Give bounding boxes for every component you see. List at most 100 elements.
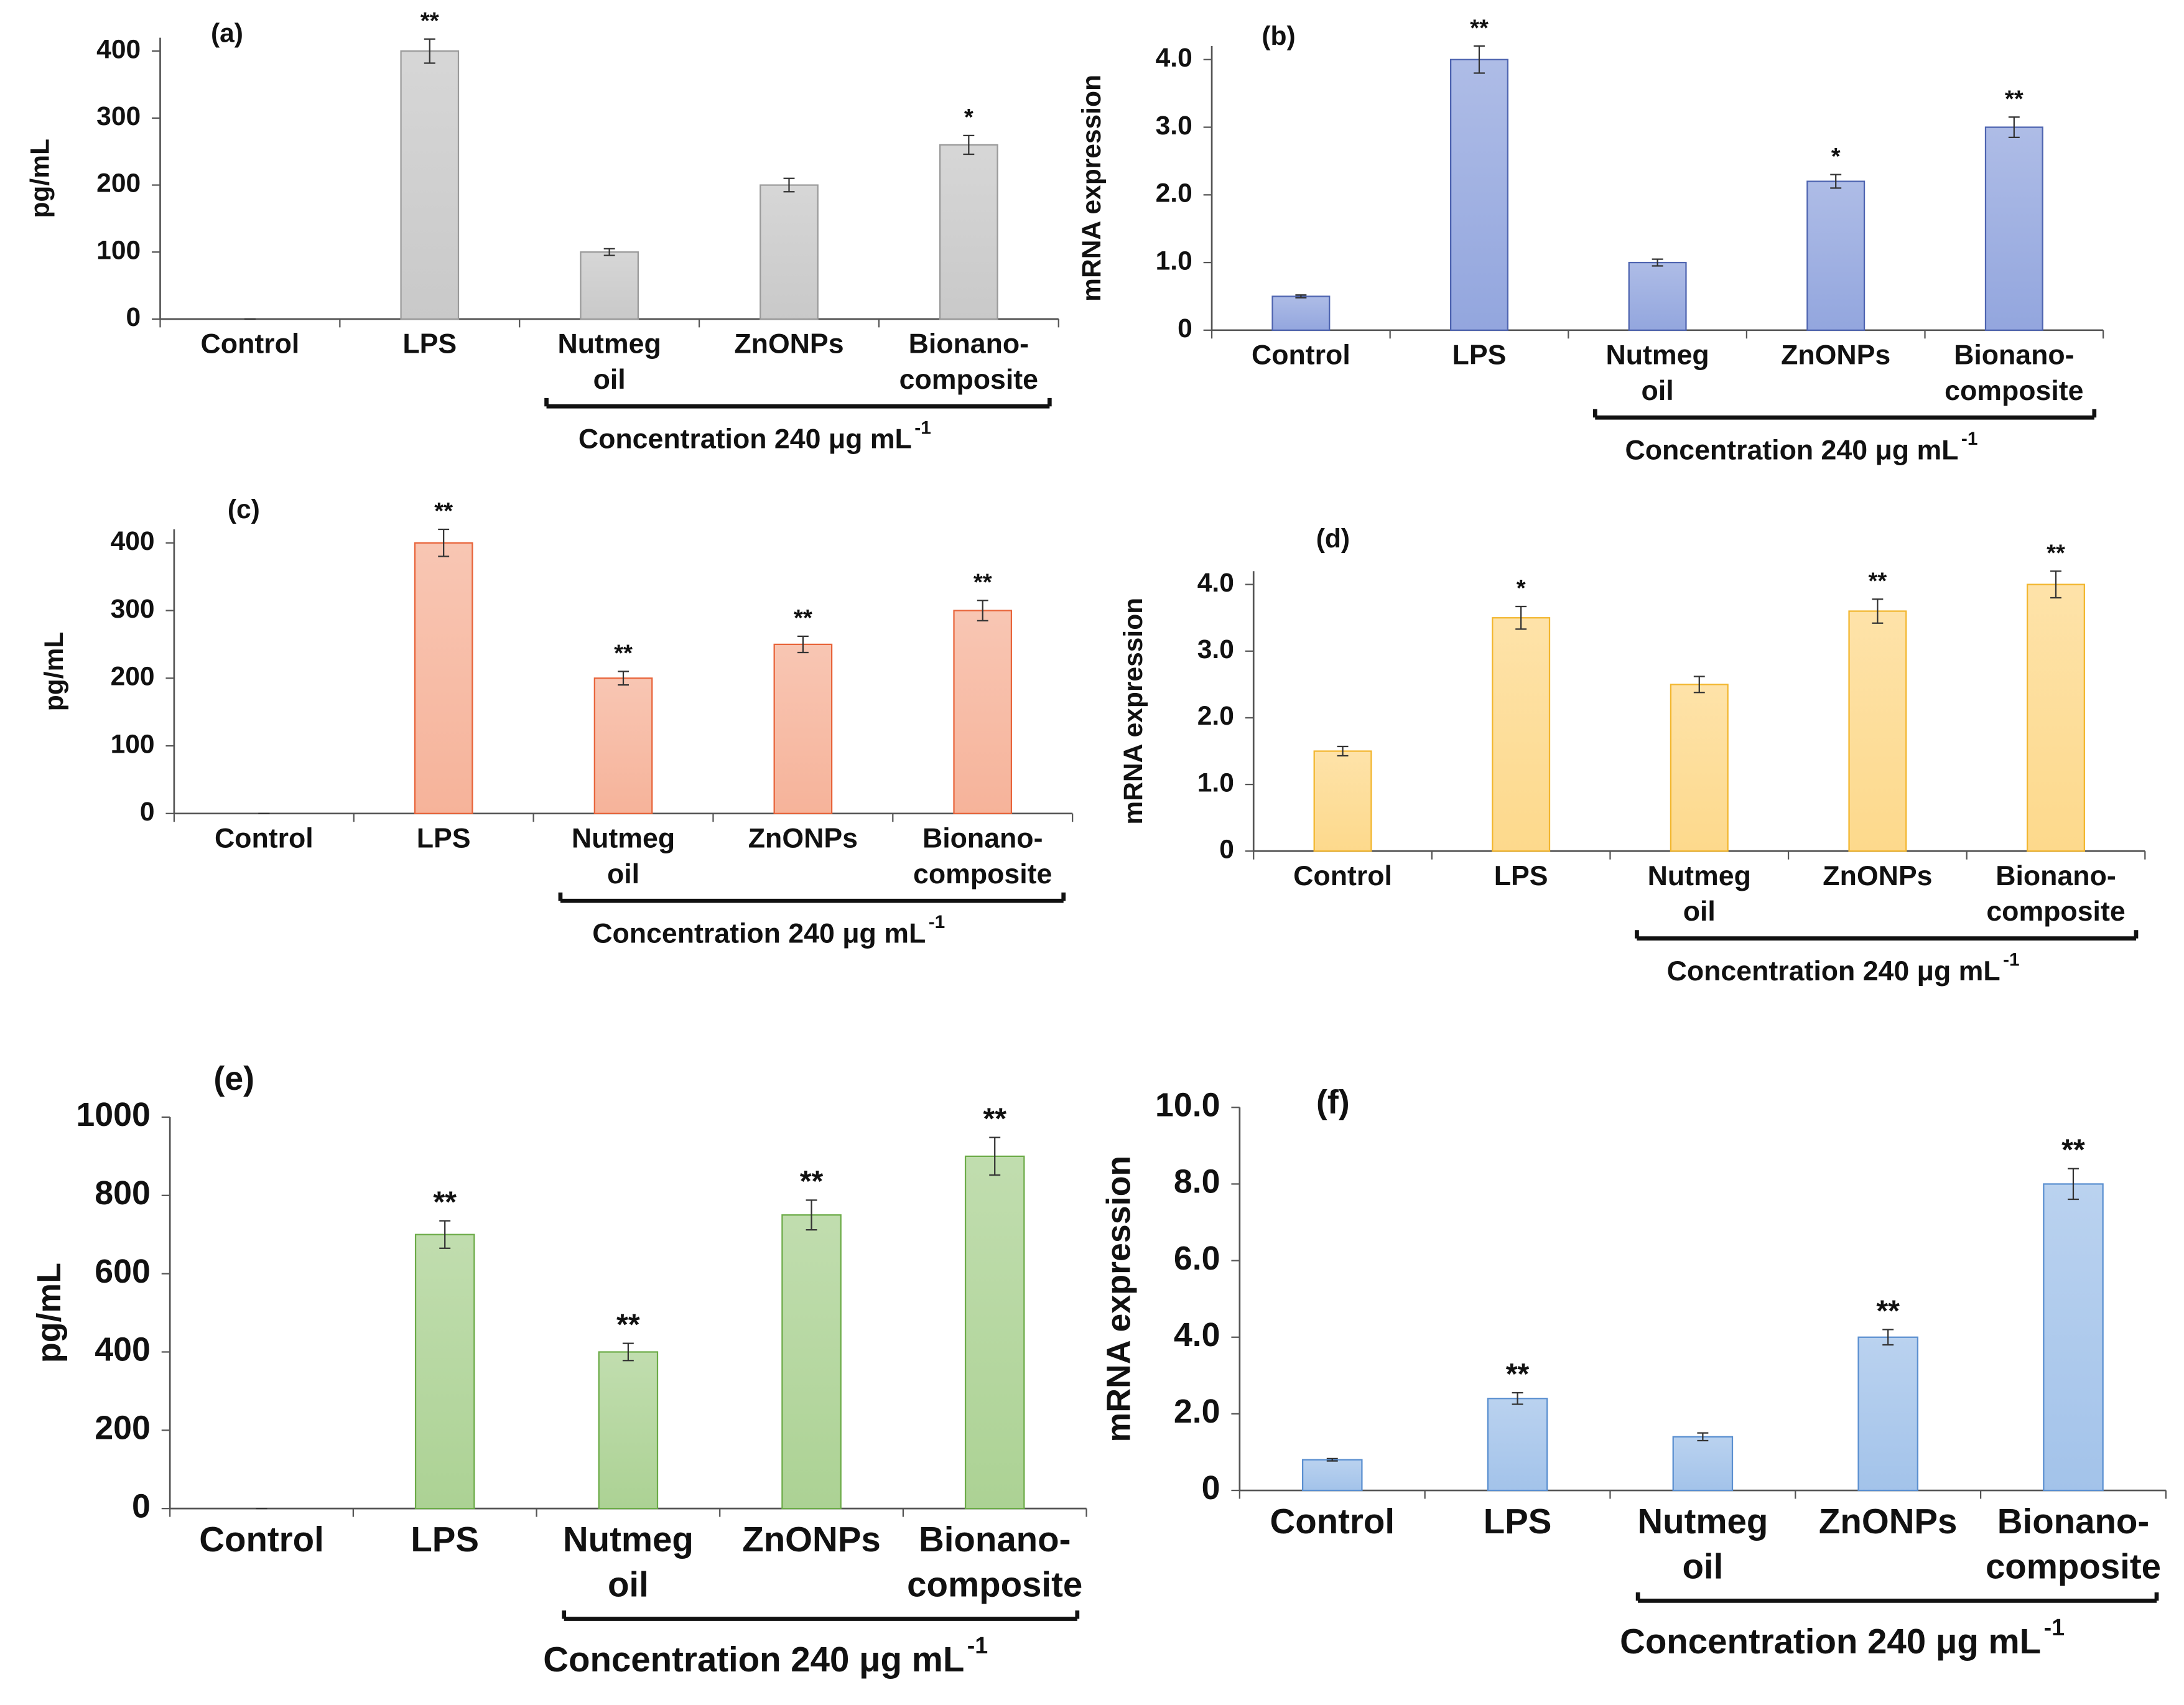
- x-tick-label: Bionano-composite: [899, 328, 1038, 394]
- x-tick-label-line: LPS: [417, 823, 471, 853]
- x-tick-label: LPS: [1494, 861, 1548, 891]
- panel-label: (f): [1316, 1084, 1350, 1121]
- error-bar: [989, 1136, 1001, 1176]
- error-bar: [1474, 45, 1485, 74]
- significance-label: **: [421, 7, 439, 34]
- bar: [1492, 617, 1551, 852]
- bar: [414, 542, 473, 814]
- y-tick-label: 400: [96, 34, 141, 64]
- x-tick-label-line: Nutmeg: [1648, 861, 1751, 891]
- y-tick-label: 0: [140, 797, 155, 827]
- significance-label: **: [1876, 1294, 1900, 1327]
- annotation: Concentration 240 μg mL: [543, 1640, 964, 1679]
- x-tick-label-line: Nutmeg: [1605, 340, 1709, 370]
- x-tick-label-line: Bionano-: [909, 328, 1029, 359]
- bar: [1628, 261, 1687, 331]
- x-tick-label-line: composite: [1945, 376, 2083, 406]
- error-bar: [1326, 1457, 1338, 1462]
- x-tick-label: ZnONPs: [1819, 1502, 1958, 1541]
- y-axis-label: mRNA expression: [1077, 75, 1107, 302]
- x-tick-label-line: ZnONPs: [1823, 861, 1932, 891]
- y-tick-label: 0: [132, 1487, 151, 1525]
- significance-label: **: [1470, 14, 1489, 41]
- x-tick-label: Control: [215, 823, 314, 853]
- error-bar: [1882, 1329, 1894, 1346]
- bar: [2043, 1183, 2104, 1492]
- x-tick-label: LPS: [1452, 340, 1507, 370]
- error-bar: [1830, 174, 1842, 189]
- bar: [598, 1351, 659, 1510]
- error-bar: [2008, 116, 2020, 138]
- bar: [593, 677, 653, 814]
- significance-label: **: [1506, 1357, 1530, 1391]
- x-tick-label-line: LPS: [402, 328, 457, 359]
- x-tick-label-line: Control: [1293, 861, 1392, 891]
- x-tick-label-line: Control: [201, 328, 300, 359]
- x-tick-label-line: Nutmeg: [558, 328, 661, 359]
- bar: [964, 1155, 1025, 1510]
- y-tick-label: 2.0: [1174, 1393, 1220, 1430]
- x-tick-label: ZnONPs: [742, 1520, 881, 1559]
- significance-label: **: [614, 640, 633, 667]
- x-tick-label-line: LPS: [411, 1520, 479, 1559]
- panel: 0 100 200 300 400 pg/mL Control ** LPS ** Nutmeg oi…: [39, 495, 1074, 949]
- annotation-superscript: -1: [1961, 429, 1977, 449]
- x-tick-label: Control: [1270, 1502, 1395, 1541]
- x-tick-label: LPS: [417, 823, 471, 853]
- panel-label: (e): [213, 1060, 254, 1097]
- x-tick-label-line: LPS: [1484, 1502, 1552, 1541]
- x-tick-label-line: oil: [1682, 1546, 1723, 1586]
- annotation-superscript: -1: [2044, 1614, 2065, 1640]
- error-bar: [1512, 1391, 1523, 1405]
- y-tick-label: 2.0: [1197, 701, 1234, 731]
- bar: [1806, 180, 1866, 331]
- error-bar: [439, 1220, 451, 1249]
- x-tick-label: LPS: [1484, 1502, 1552, 1541]
- y-tick-label: 300: [111, 594, 155, 624]
- x-tick-label-line: Bionano-: [1996, 861, 2116, 891]
- error-bar: [603, 248, 615, 256]
- annotation: Concentration 240 μg mL: [592, 918, 926, 949]
- error-bar: [2068, 1168, 2079, 1201]
- x-tick-label: ZnONPs: [748, 823, 858, 853]
- significance-label: *: [964, 104, 974, 131]
- significance-label: *: [1831, 143, 1841, 170]
- x-tick-label-line: Nutmeg: [1637, 1502, 1768, 1541]
- x-tick-label-line: Control: [1270, 1502, 1395, 1541]
- bar: [1301, 1459, 1363, 1492]
- significance-label: **: [974, 569, 992, 595]
- panel-label: (a): [211, 18, 243, 48]
- y-tick-label: 200: [96, 169, 141, 198]
- x-tick-label: Control: [1293, 861, 1392, 891]
- y-tick-label: 4.0: [1174, 1316, 1220, 1354]
- error-bar: [622, 1342, 634, 1362]
- y-tick-label: 1.0: [1197, 768, 1234, 797]
- y-tick-label: 0: [1202, 1469, 1220, 1507]
- x-tick-label: ZnONPs: [734, 328, 843, 359]
- y-tick-label: 600: [95, 1253, 151, 1290]
- error-bar: [797, 635, 809, 654]
- y-tick-label: 200: [111, 662, 155, 692]
- x-tick-label: ZnONPs: [1781, 340, 1890, 370]
- y-tick-label: 4.0: [1156, 43, 1192, 73]
- error-bar: [1872, 598, 1884, 624]
- x-tick-label-line: Bionano-: [1997, 1502, 2149, 1541]
- bar: [1670, 684, 1729, 852]
- bar: [781, 1214, 842, 1510]
- x-tick-label-line: LPS: [1494, 861, 1548, 891]
- significance-label: **: [2005, 85, 2024, 112]
- x-tick-label-line: composite: [1986, 1546, 2161, 1586]
- panel: 0 100 200 300 400 pg/mL Control ** LPS Nutmeg oil Z…: [25, 7, 1059, 454]
- y-tick-label: 800: [95, 1174, 151, 1212]
- bar: [773, 643, 833, 814]
- panel-label: (d): [1316, 524, 1350, 554]
- panel: 0 200 400 600 800 1000 pg/mL Control ** LPS ** Nutm…: [30, 1060, 1087, 1679]
- bar: [1450, 58, 1508, 331]
- y-axis-label: mRNA expression: [1118, 598, 1148, 825]
- bar: [1672, 1436, 1734, 1492]
- y-axis-label: mRNA expression: [1100, 1156, 1138, 1443]
- x-tick-label-line: Control: [1252, 340, 1350, 370]
- x-tick-label-line: composite: [913, 859, 1052, 890]
- x-tick-label-line: oil: [608, 1564, 649, 1604]
- x-tick-label-line: composite: [899, 365, 1038, 395]
